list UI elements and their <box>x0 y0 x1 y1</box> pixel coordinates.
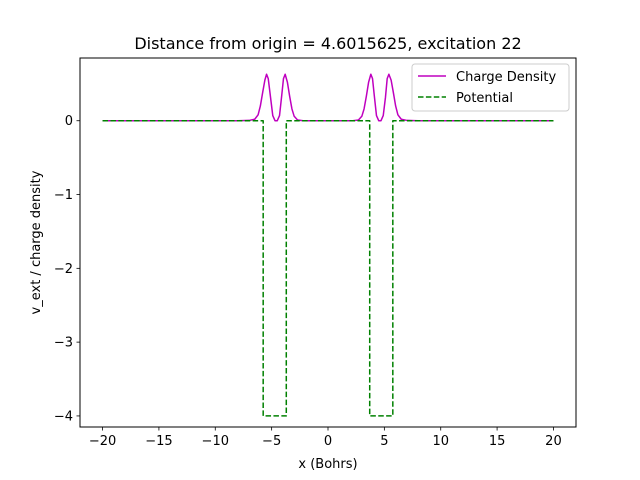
y-tick-label: 0 <box>65 114 73 129</box>
series-line-potential <box>102 119 554 417</box>
x-tick-label: −20 <box>89 434 116 449</box>
x-tick-label: 5 <box>380 434 388 449</box>
y-tick-label: −2 <box>54 262 73 277</box>
legend-frame <box>411 63 570 112</box>
x-tick-label: 10 <box>432 434 449 449</box>
y-axis-ticks: 0 −1 −2 −3 −4 <box>54 114 80 424</box>
x-tick-label: 15 <box>489 434 506 449</box>
x-tick-label: −5 <box>262 434 281 449</box>
x-axis-label: x (Bohrs) <box>298 457 357 472</box>
x-tick-label: −15 <box>145 434 172 449</box>
chart-title: Distance from origin = 4.6015625, excita… <box>134 34 521 53</box>
x-tick-label: −10 <box>202 434 229 449</box>
legend-label-potential: Potential <box>456 91 513 106</box>
x-axis-ticks: −20 −15 −10 −5 0 5 10 15 20 <box>89 427 562 449</box>
y-tick-label: −4 <box>54 409 73 424</box>
legend-label-charge-density: Charge Density <box>456 70 557 85</box>
legend: Charge Density Potential <box>411 63 570 112</box>
x-tick-label: 0 <box>324 434 332 449</box>
series-layer <box>102 73 554 417</box>
y-axis-label: v_ext / charge density <box>29 170 44 314</box>
y-tick-label: −1 <box>54 188 73 203</box>
y-tick-label: −3 <box>54 336 73 351</box>
x-tick-label: 20 <box>545 434 562 449</box>
